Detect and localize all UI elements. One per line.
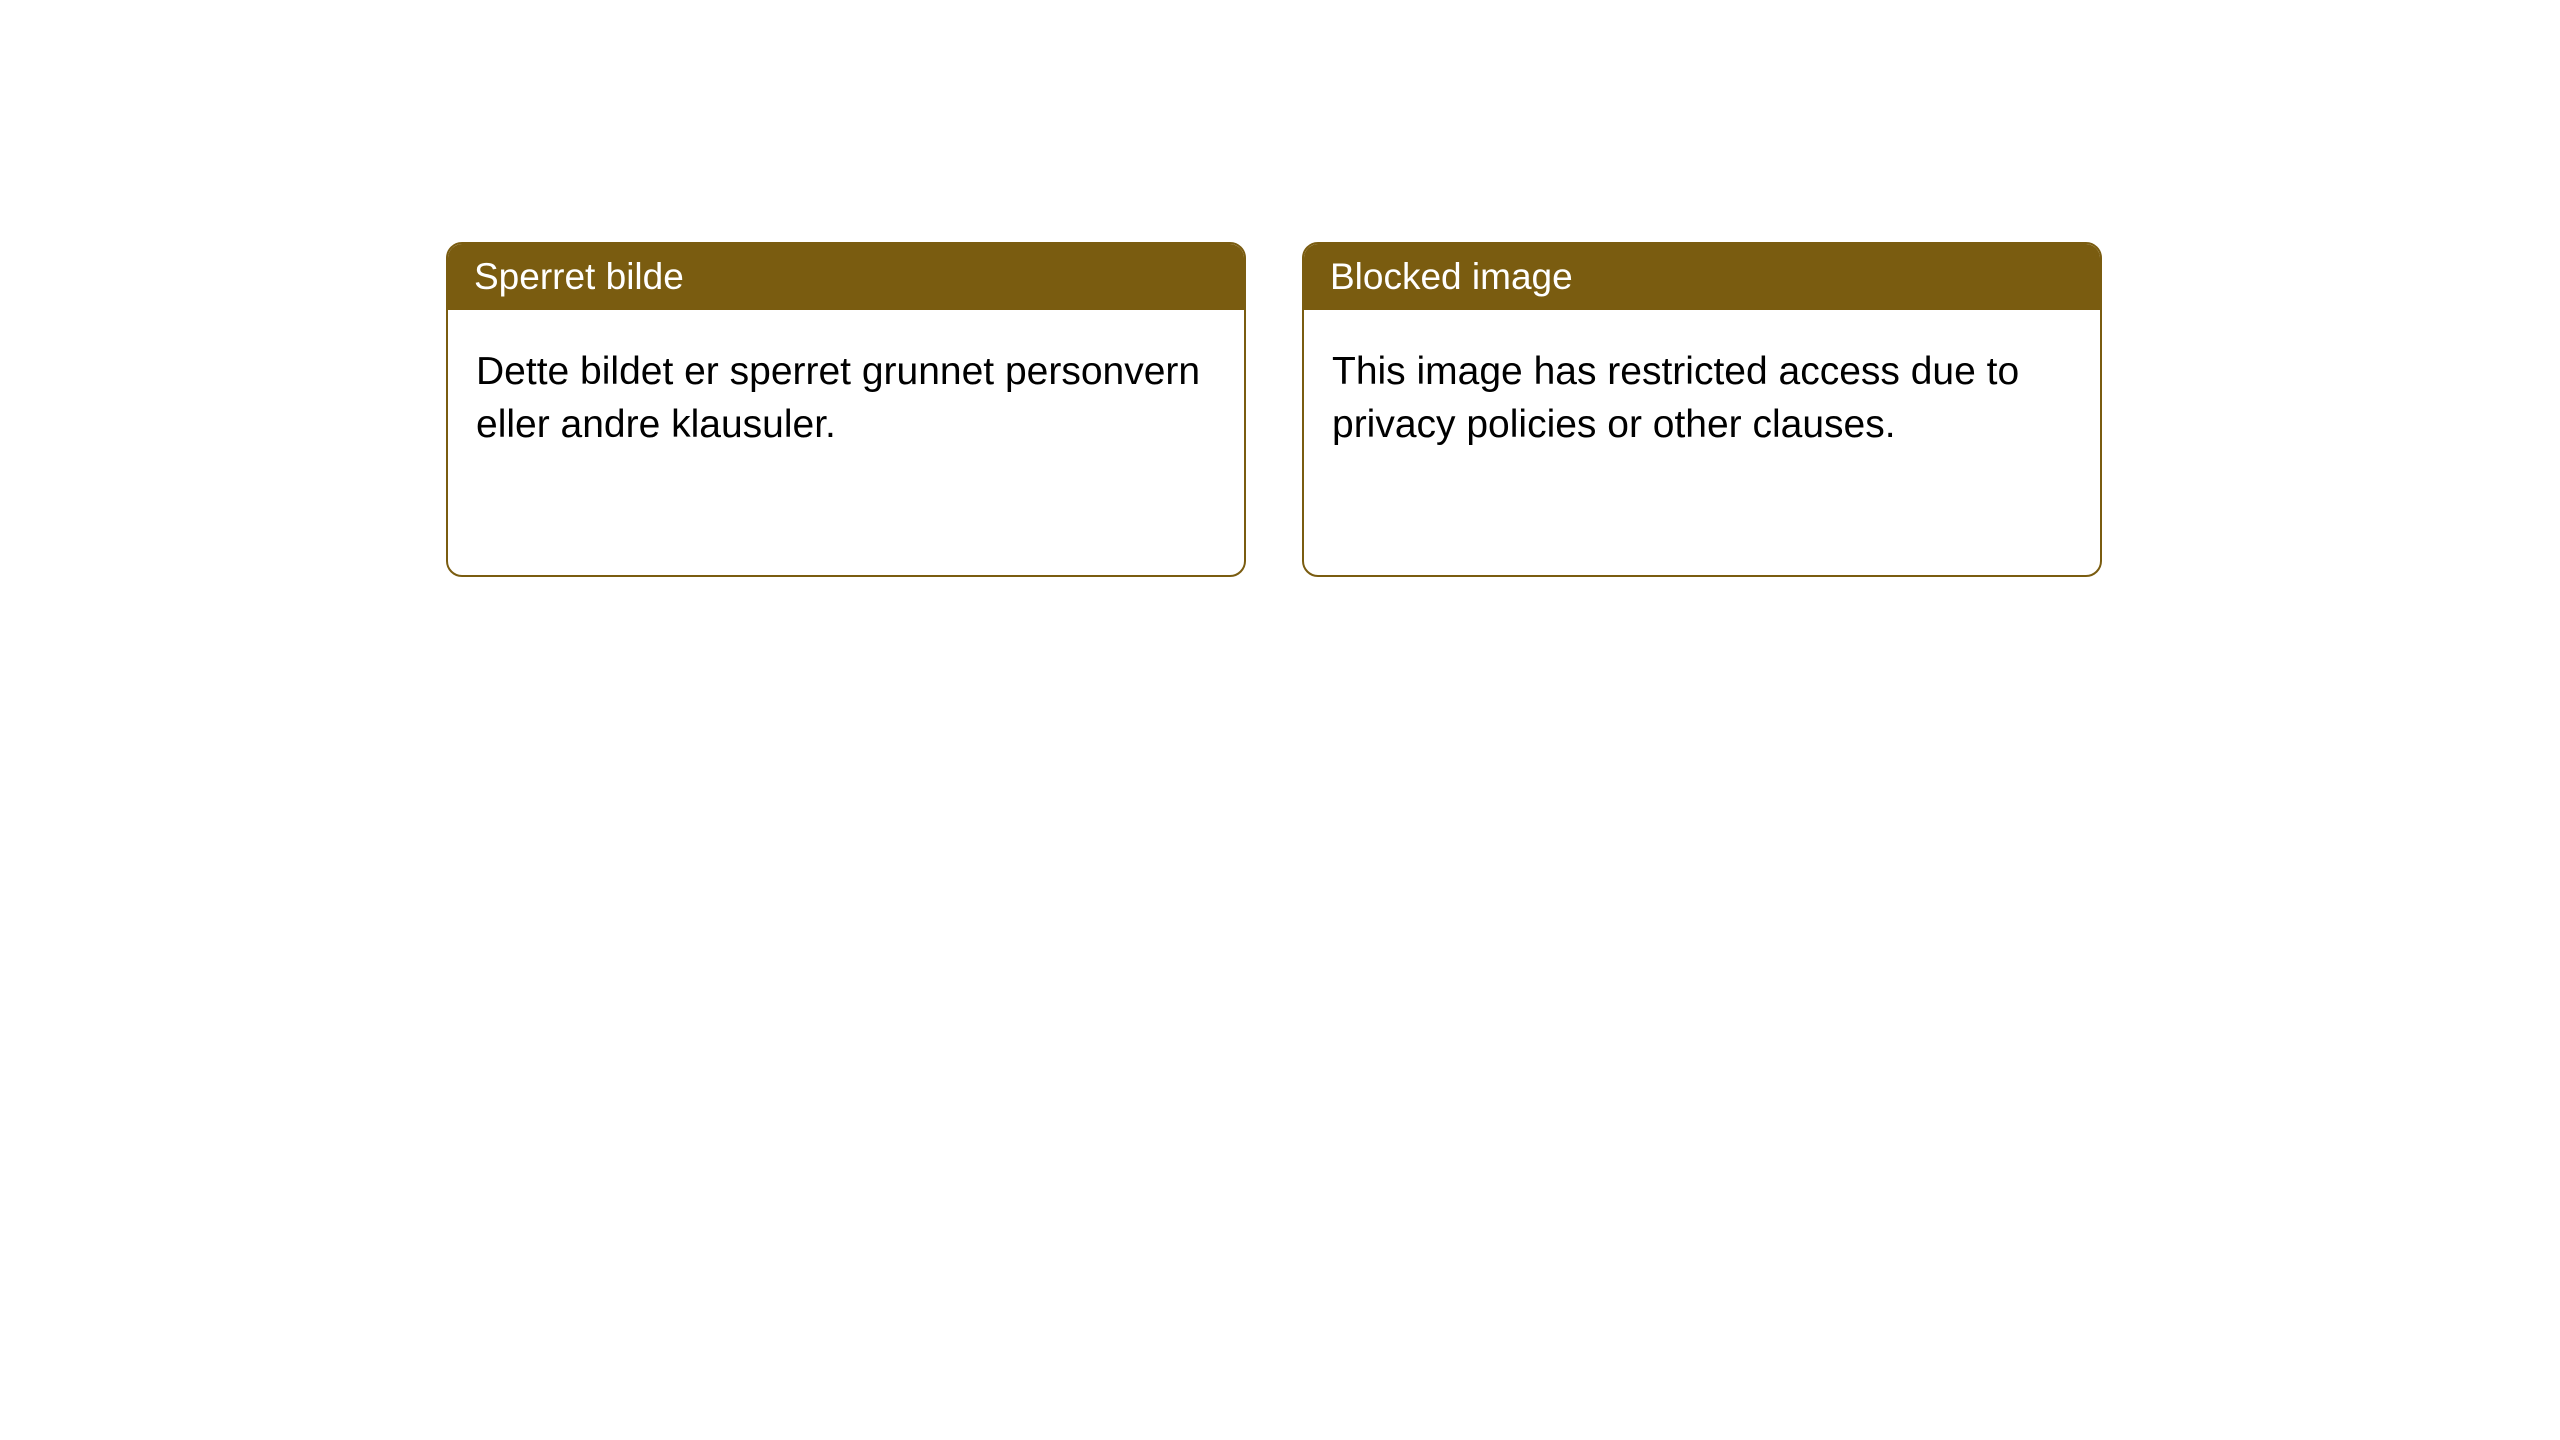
card-title: Blocked image [1330,256,1573,297]
card-english: Blocked image This image has restricted … [1302,242,2102,577]
card-title: Sperret bilde [474,256,684,297]
card-body-english: This image has restricted access due to … [1304,310,2100,487]
card-header-english: Blocked image [1304,244,2100,310]
card-body-norwegian: Dette bildet er sperret grunnet personve… [448,310,1244,487]
card-body-text: This image has restricted access due to … [1332,350,2019,446]
card-body-text: Dette bildet er sperret grunnet personve… [476,350,1200,446]
cards-container: Sperret bilde Dette bildet er sperret gr… [446,242,2102,577]
card-norwegian: Sperret bilde Dette bildet er sperret gr… [446,242,1246,577]
card-header-norwegian: Sperret bilde [448,244,1244,310]
